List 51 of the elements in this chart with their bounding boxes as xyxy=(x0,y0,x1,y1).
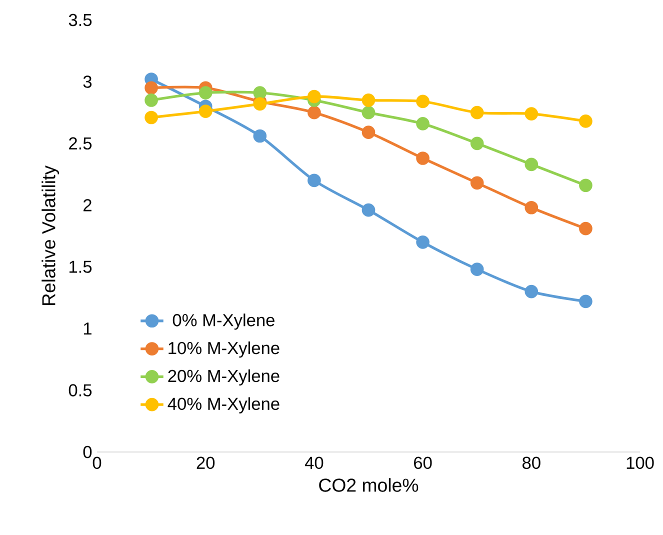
legend-label: 40% M-Xylene xyxy=(168,397,280,414)
point xyxy=(253,86,267,100)
legend-label: 20% M-Xylene xyxy=(168,369,280,386)
legend-label: 0% M-Xylene xyxy=(172,314,274,330)
point xyxy=(198,86,212,100)
point xyxy=(579,114,592,128)
point xyxy=(416,94,430,108)
point xyxy=(470,106,484,120)
point xyxy=(416,117,430,130)
point xyxy=(470,262,484,276)
legend-label: 10% M-Xylene xyxy=(168,341,280,358)
point xyxy=(362,94,376,107)
x-tick-label: 80 xyxy=(522,456,540,469)
y-tick-label: 0 xyxy=(83,446,92,458)
point xyxy=(308,90,321,104)
point xyxy=(198,104,212,118)
point xyxy=(362,126,376,139)
point xyxy=(308,174,321,188)
x-axis-title: CO2 mole% xyxy=(319,478,418,492)
y-tick-label: 0.5 xyxy=(68,384,92,396)
point xyxy=(470,136,484,150)
x-tick-label: 60 xyxy=(414,456,432,469)
y-tick-label: 2.5 xyxy=(69,137,92,150)
point xyxy=(144,81,158,95)
point xyxy=(362,203,376,217)
y-tick-label: 3.5 xyxy=(68,14,92,26)
y-tick-label: 1 xyxy=(84,322,92,335)
point xyxy=(579,178,592,192)
x-tick-label: 20 xyxy=(196,456,215,469)
point xyxy=(524,158,538,172)
y-tick-label: 3 xyxy=(83,76,92,88)
point xyxy=(524,107,538,120)
point xyxy=(144,94,158,107)
y-tick-label: 2 xyxy=(84,199,92,212)
y-tick-label: 1.5 xyxy=(70,260,92,273)
x-tick-label: 0 xyxy=(92,456,102,469)
point xyxy=(416,152,430,165)
point xyxy=(470,176,484,190)
point xyxy=(579,294,592,308)
point xyxy=(253,97,267,111)
point xyxy=(362,106,376,120)
point xyxy=(144,110,158,124)
point xyxy=(524,284,538,298)
point xyxy=(579,222,592,236)
point xyxy=(253,129,267,143)
point xyxy=(308,106,321,120)
x-tick-label: 40 xyxy=(304,456,324,469)
point xyxy=(416,236,430,249)
x-tick-label: 100 xyxy=(626,456,654,469)
point xyxy=(524,200,538,214)
y-axis-title: Relative Volatility xyxy=(42,165,60,306)
